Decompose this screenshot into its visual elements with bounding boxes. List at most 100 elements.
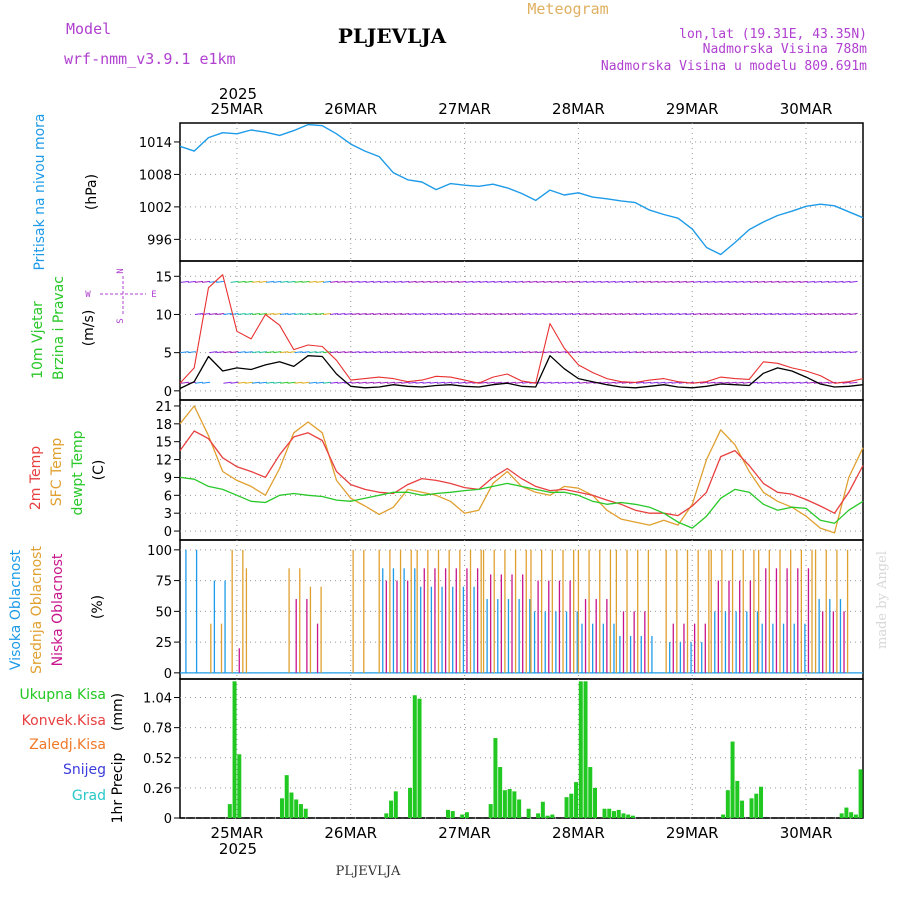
wind-barb	[614, 351, 623, 354]
wind-barb	[315, 312, 324, 315]
y-tick-label: 0.26	[143, 782, 172, 797]
wind-barb	[607, 280, 616, 283]
wind-barb	[237, 381, 246, 384]
precip-bar	[626, 814, 631, 818]
precip-bar	[279, 798, 284, 818]
wind-barb	[678, 312, 687, 315]
day-label-top: 28MAR	[552, 100, 605, 118]
wind-barb	[614, 312, 623, 315]
wind-barb	[799, 312, 808, 315]
wind-barb	[771, 312, 780, 315]
wind-barb	[429, 351, 438, 354]
wind-barb	[636, 280, 645, 283]
wind-barb	[543, 280, 552, 283]
wind-barb	[593, 351, 602, 354]
precip-bar	[740, 800, 745, 818]
wind-barb	[771, 381, 780, 384]
y-tick-label: 0.78	[143, 722, 172, 737]
wind-barb	[187, 280, 196, 283]
wind-barb	[223, 312, 232, 315]
wind-barb	[351, 351, 360, 354]
wind-barb	[401, 381, 410, 384]
wind-barb	[764, 381, 773, 384]
wind-barb	[187, 351, 196, 354]
year-bottom: 2025	[219, 840, 257, 858]
wind-barb	[479, 381, 488, 384]
wind-barb	[685, 312, 694, 315]
wind-barb	[308, 280, 317, 283]
wind-barb	[230, 280, 239, 283]
wind-barb	[194, 381, 204, 384]
y-tick-label: 15	[155, 436, 172, 451]
low-cloud-ylabel: Niska Oblacnost	[50, 553, 66, 666]
wind-barb	[557, 381, 566, 384]
precip-bar	[611, 811, 616, 818]
y-tick-label: 18	[155, 418, 172, 433]
precip-bar	[569, 793, 574, 818]
wind-barb	[721, 280, 730, 283]
precip-bar	[754, 793, 759, 818]
wind-barb	[593, 280, 602, 283]
wind-barb	[742, 280, 751, 283]
wind-barb	[365, 312, 374, 315]
day-label-top: 27MAR	[438, 100, 491, 118]
wind-barb	[266, 312, 275, 315]
temp2m-line	[179, 430, 864, 517]
precip-unit: (mm)	[110, 693, 126, 731]
wind-barb	[628, 312, 638, 315]
wind-barb	[607, 312, 616, 315]
wind-barb	[664, 280, 673, 283]
wind-barb	[436, 351, 445, 354]
wind-barb	[180, 381, 189, 384]
precip-bar	[630, 815, 635, 818]
precip-bar	[540, 801, 545, 818]
wind-barb	[571, 280, 581, 283]
wind-barb	[792, 381, 801, 384]
temp2m-ylabel: 2m Temp	[28, 446, 44, 510]
y-tick-label: 0	[164, 812, 172, 827]
pressure-unit: (hPa)	[84, 174, 100, 210]
wind-barb	[401, 280, 410, 283]
wind-barb	[828, 381, 837, 384]
wind-barb	[443, 381, 453, 384]
wind-barb	[223, 381, 232, 384]
wind-barb	[394, 280, 403, 283]
wind-barb	[828, 312, 837, 315]
wind-barb	[813, 351, 823, 354]
wind-barb	[507, 351, 517, 354]
wind-barb	[721, 381, 730, 384]
wind-barb	[188, 313, 196, 314]
wind-barb	[415, 280, 424, 283]
wind-barb	[792, 351, 801, 354]
wind-barb	[813, 312, 823, 315]
wind-barb	[486, 381, 495, 384]
wind-barb	[628, 280, 638, 283]
year-top: 2025	[219, 85, 257, 103]
wind-barb	[671, 280, 680, 283]
precip-bar	[545, 815, 550, 818]
wind-barb	[223, 351, 232, 354]
wind-barb	[700, 312, 709, 315]
wind-barb	[749, 351, 758, 354]
wind-barb	[778, 280, 787, 283]
clouds-panel	[179, 539, 864, 680]
wind-barb	[372, 280, 381, 283]
precip-bar	[839, 813, 844, 818]
wind-barb	[643, 351, 652, 354]
lonlat-label: lon,lat (19.31E, 43.35N)	[679, 27, 867, 42]
wind-barb	[785, 351, 794, 354]
wind-barb	[479, 312, 488, 315]
y-tick-label: 6	[164, 489, 172, 504]
wind-barb	[571, 351, 581, 354]
wind-barb	[792, 312, 801, 315]
legend-frozen-precip: Zaledj.Kisa	[29, 737, 106, 753]
wind-barb	[813, 280, 823, 283]
wind-barb	[287, 312, 296, 315]
precip-bar	[517, 799, 522, 818]
wind-barb	[429, 312, 438, 315]
wind-barb	[500, 381, 509, 384]
wind-barb	[778, 351, 787, 354]
wind-barb	[543, 381, 552, 384]
wind-barb	[472, 312, 481, 315]
wind-barb	[500, 312, 509, 315]
